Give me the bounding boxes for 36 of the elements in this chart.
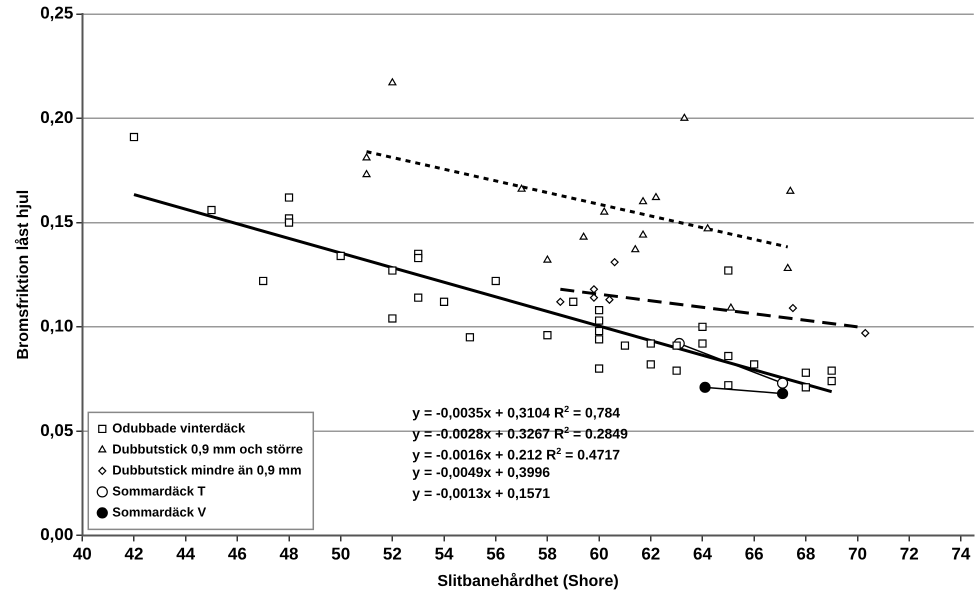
x-tick-label: 50 [331,544,350,564]
annotation: y = -0.0016x + 0.212 R$^{2}$ = 0.4717 [412,445,622,464]
y-tick-label: 0,15 [40,212,74,232]
x-tick-label: 40 [72,544,92,564]
x-tick-label: 44 [176,544,196,564]
x-tick-label: 48 [280,544,298,564]
y-tick-label: 0,10 [40,316,74,336]
x-tick-label: 60 [590,544,609,564]
x-tick-label: 56 [486,544,506,564]
x-tick-label: 46 [228,544,247,564]
legend-label: Sommardäck T [112,483,206,498]
annotation: y = -0,0013x + 0,1571 [412,484,552,504]
y-tick-label: 0,05 [40,420,74,440]
x-tick-label: 52 [382,544,402,564]
legend-label: Sommardäck V [112,504,207,520]
x-tick-label: 68 [796,544,816,564]
x-tick-label: 62 [641,544,660,564]
y-axis-title: Bromsfriktion låst hjul [14,190,32,360]
x-tick-label: 66 [744,544,764,564]
x-tick-label: 74 [951,544,971,564]
y-tick-label: 0,20 [40,108,74,127]
x-tick-label: 58 [538,544,557,564]
y-tick-label: 0,25 [40,4,74,23]
x-tick-label: 42 [124,544,144,564]
annotation: y = -0.0028x + 0.3267 R$^{2}$ = 0.2849 [412,424,628,442]
legend-label: Odubbade vinterdäck [112,420,246,436]
legend-label: Dubbutstick 0,9 mm och större [112,441,304,456]
x-tick-label: 64 [693,544,712,564]
x-tick-label: 70 [848,544,867,564]
y-tick-label: 0,00 [40,525,74,544]
legend-label: Dubbutstick mindre än 0,9 mm [112,462,302,478]
x-tick-label: 54 [434,544,454,564]
annotation: y = -0,0035x + 0,3104 R$^{2}$ = 0,784 [412,403,622,422]
x-axis-title: Slitbanehårdhet (Shore) [437,572,619,590]
x-tick-label: 72 [900,544,919,564]
annotation: y = -0,0049x + 0,3996 [412,463,552,482]
